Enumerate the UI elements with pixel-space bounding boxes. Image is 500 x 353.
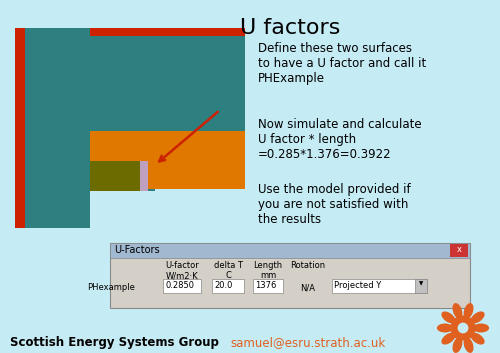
Bar — [15, 28, 25, 228]
Bar — [90, 131, 155, 191]
Circle shape — [458, 323, 468, 333]
Text: Rotation: Rotation — [290, 261, 326, 270]
Bar — [415, 279, 427, 293]
Bar — [140, 161, 148, 191]
Text: delta T
C: delta T C — [214, 261, 242, 280]
Bar — [90, 161, 140, 191]
Ellipse shape — [470, 333, 484, 345]
Text: x: x — [456, 245, 462, 254]
Bar — [163, 279, 201, 293]
Ellipse shape — [452, 337, 462, 353]
Text: 0.2850: 0.2850 — [165, 281, 194, 290]
Ellipse shape — [442, 311, 456, 323]
Text: Use the model provided if
you are not satisfied with
the results: Use the model provided if you are not sa… — [258, 183, 410, 226]
Bar — [450, 244, 468, 257]
Text: Define these two surfaces
to have a U factor and call it
PHExample: Define these two surfaces to have a U fa… — [258, 42, 426, 85]
Text: 1376: 1376 — [255, 281, 276, 290]
Ellipse shape — [464, 303, 473, 319]
Bar — [90, 131, 245, 189]
Bar — [212, 279, 244, 293]
Text: Now simulate and calculate
U factor * length
=0.285*1.376=0.3922: Now simulate and calculate U factor * le… — [258, 118, 422, 161]
Bar — [25, 28, 90, 228]
Text: 20.0: 20.0 — [214, 281, 233, 290]
Text: Scottish Energy Systems Group: Scottish Energy Systems Group — [10, 336, 219, 349]
Circle shape — [450, 315, 475, 341]
Bar — [110, 243, 470, 258]
Ellipse shape — [442, 333, 456, 345]
Text: samuel@esru.strath.ac.uk: samuel@esru.strath.ac.uk — [230, 336, 385, 349]
Text: Length
mm: Length mm — [254, 261, 282, 280]
Ellipse shape — [452, 303, 462, 319]
Bar — [90, 36, 245, 131]
Text: U-Factors: U-Factors — [114, 245, 160, 255]
Text: PHexample: PHexample — [87, 283, 135, 293]
Text: ▼: ▼ — [419, 281, 423, 286]
Text: U-factor
W/m2·K: U-factor W/m2·K — [165, 261, 199, 280]
Text: Projected Y: Projected Y — [334, 281, 382, 290]
Ellipse shape — [437, 323, 453, 333]
Bar — [90, 28, 245, 36]
Bar — [332, 279, 427, 293]
Bar — [110, 243, 470, 308]
Text: U factors: U factors — [240, 18, 340, 38]
Ellipse shape — [470, 311, 484, 323]
Ellipse shape — [473, 323, 489, 333]
Bar — [253, 279, 283, 293]
Text: N/A: N/A — [300, 283, 316, 293]
Ellipse shape — [464, 337, 473, 353]
